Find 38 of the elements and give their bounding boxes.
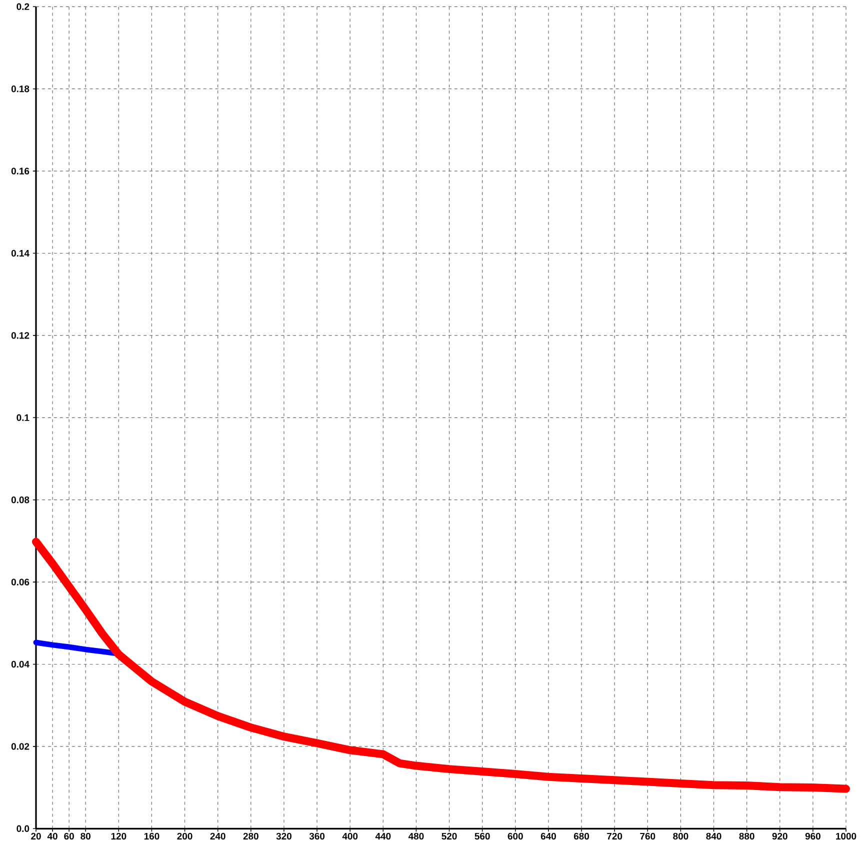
x-tick-label: 80 — [80, 833, 90, 840]
x-tick-label: 800 — [673, 833, 688, 840]
x-tick-label: 560 — [474, 833, 490, 840]
x-tick-label: 360 — [309, 833, 325, 840]
x-tick-label: 40 — [47, 833, 58, 840]
y-tick-label: 0.0 — [16, 825, 30, 832]
x-tick-label: 760 — [640, 833, 656, 840]
x-tick-label: 640 — [540, 833, 556, 840]
x-tick-label: 400 — [342, 833, 358, 840]
y-tick-label: 0.1 — [16, 414, 30, 422]
x-tick-label: 720 — [607, 833, 622, 840]
x-tick-label: 480 — [408, 833, 424, 840]
x-tick-label: 440 — [375, 833, 391, 840]
x-tick-label: 1000 — [836, 833, 856, 840]
y-tick-label: 0.2 — [16, 3, 30, 10]
y-tick-label: 0.08 — [11, 496, 30, 504]
y-tick-label: 0.16 — [11, 168, 30, 175]
x-tick-label: 320 — [276, 833, 292, 840]
x-tick-label: 280 — [243, 833, 258, 840]
x-tick-label: 960 — [805, 833, 820, 840]
x-tick-label: 520 — [442, 833, 457, 840]
y-tick-label: 0.18 — [11, 86, 30, 92]
x-tick-label: 240 — [210, 833, 226, 840]
x-tick-label: 840 — [706, 833, 722, 840]
x-tick-label: 60 — [64, 833, 74, 840]
x-tick-label: 120 — [111, 833, 126, 840]
x-tick-label: 20 — [31, 833, 41, 840]
x-tick-label: 200 — [177, 833, 192, 840]
x-tick-label: 600 — [508, 833, 523, 840]
x-tick-label: 680 — [574, 833, 590, 840]
y-tick-label: 0.04 — [11, 661, 30, 668]
x-tick-label: 920 — [772, 833, 788, 840]
y-tick-label: 0.12 — [11, 332, 30, 339]
y-tick-label: 0.06 — [11, 578, 30, 586]
y-tick-label: 0.14 — [11, 250, 30, 257]
y-tick-label: 0.02 — [11, 743, 30, 750]
x-tick-label: 160 — [144, 833, 160, 840]
x-tick-label: 880 — [739, 833, 754, 840]
